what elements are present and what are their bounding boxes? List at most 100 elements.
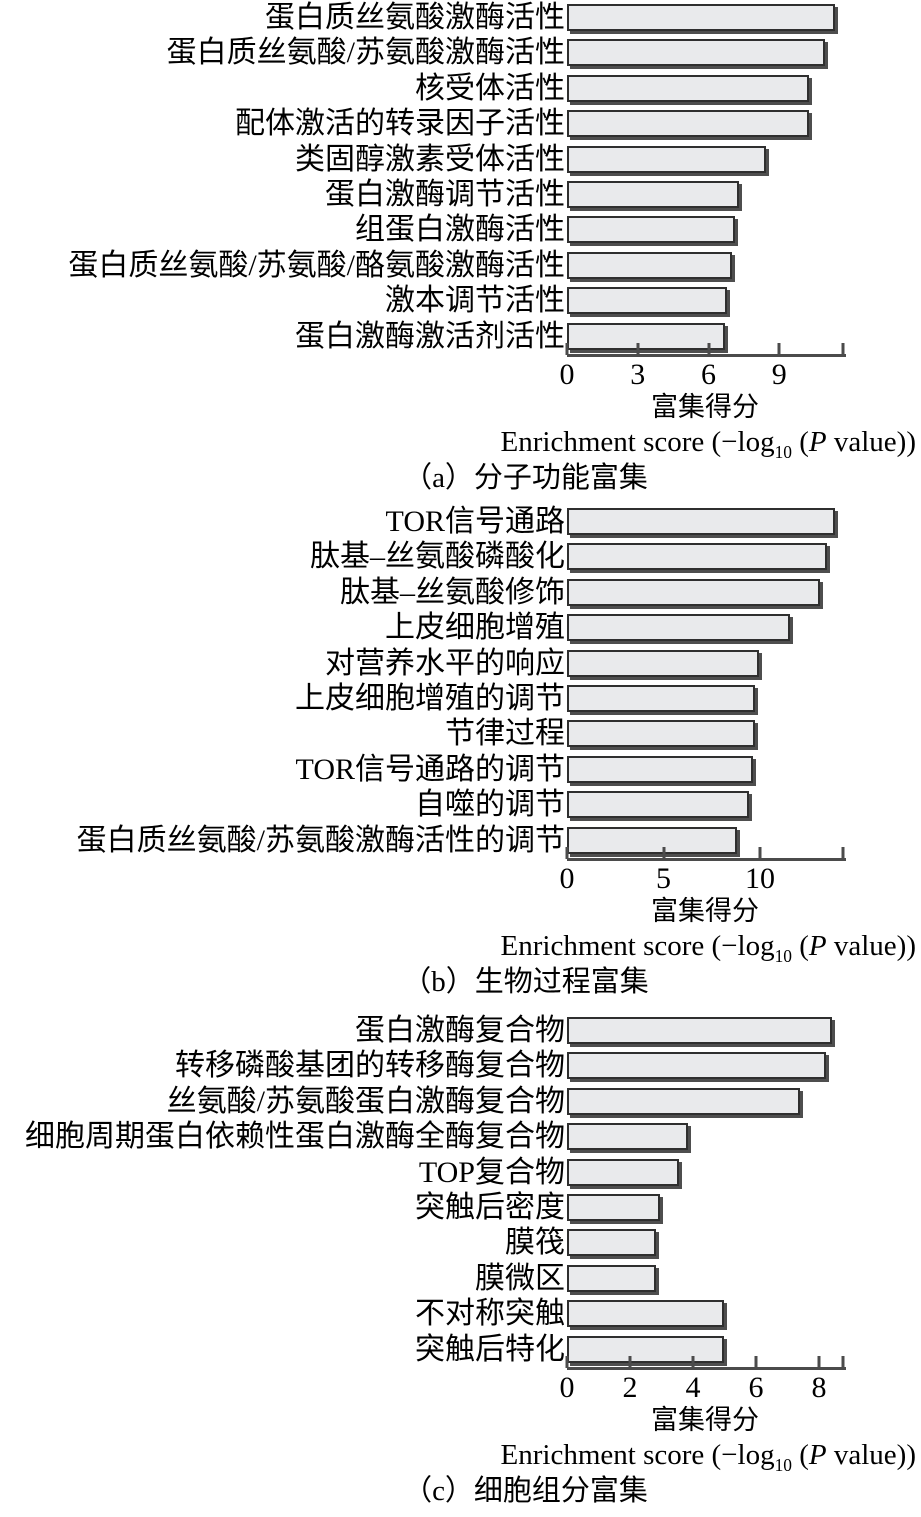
x-axis-title-en-text: (	[791, 930, 809, 962]
bar-track	[567, 35, 847, 70]
bar-row: 膜筏	[0, 1225, 921, 1260]
bar	[567, 4, 836, 31]
x-tick-labels: 0 3 6 9	[560, 358, 843, 392]
bar-track	[567, 319, 847, 354]
bar-row: 上皮细胞增殖	[0, 610, 921, 645]
axis-tick	[565, 847, 569, 859]
axis-tick	[636, 343, 640, 355]
bar	[567, 216, 735, 244]
bar-track	[567, 610, 847, 645]
category-label: 膜筏	[505, 1226, 565, 1260]
x-tick-labels: 0 5 10	[560, 862, 843, 896]
bar-row: 丝氨酸/苏氨酸蛋白激酶复合物	[0, 1084, 921, 1119]
bar-row: 膜微区	[0, 1261, 921, 1296]
bar-row: 蛋白激酶激活剂活性	[0, 319, 921, 354]
axis-tick	[662, 847, 665, 859]
x-axis	[565, 847, 846, 861]
category-label: 蛋白激酶激活剂活性	[295, 319, 565, 353]
category-label: 细胞周期蛋白依赖性蛋白激酶全酶复合物	[25, 1120, 565, 1154]
bar-row: 蛋白质丝氨酸/苏氨酸激酶活性	[0, 35, 921, 70]
x-axis-title-en-text: Enrichment score (−log	[500, 1439, 775, 1471]
bar-row: 不对称突触	[0, 1296, 921, 1331]
bar-row: 突触后密度	[0, 1190, 921, 1225]
bar-track	[567, 716, 847, 751]
chart-c-cellular-component: 蛋白激酶复合物 转移磷酸基团的转移酶复合物 丝氨酸/苏氨酸蛋白激酶复合物 细胞周…	[0, 1013, 921, 1513]
bar-track	[567, 1332, 847, 1367]
x-axis	[565, 1356, 846, 1370]
bar	[567, 180, 740, 208]
bar-track	[567, 212, 847, 247]
bar-row: 上皮细胞增殖的调节	[0, 681, 921, 716]
axis-tick	[565, 343, 569, 355]
log-subscript: 10	[774, 1454, 792, 1475]
bar	[567, 1052, 826, 1080]
bar-track	[567, 1013, 847, 1048]
category-label: 组蛋白激酶活性	[355, 213, 565, 247]
bar-track	[567, 1048, 847, 1083]
category-label: 不对称突触	[415, 1297, 565, 1331]
bar	[567, 287, 728, 315]
bar	[567, 649, 759, 677]
category-label: 蛋白质丝氨酸/苏氨酸激酶活性的调节	[76, 823, 565, 857]
category-label: 突触后密度	[415, 1190, 565, 1224]
category-label: 突触后特化	[415, 1332, 565, 1366]
bar-track	[567, 787, 847, 822]
bar-track	[567, 283, 847, 318]
category-label: 肽基–丝氨酸修饰	[340, 575, 565, 609]
category-label: 对营养水平的响应	[325, 646, 565, 680]
bar	[567, 684, 755, 712]
category-label: 蛋白质丝氨酸/苏氨酸激酶活性	[166, 36, 565, 70]
bar-track	[567, 1225, 847, 1260]
bar	[567, 251, 733, 279]
bar-row: 肽基–丝氨酸修饰	[0, 575, 921, 610]
category-label: 蛋白激酶调节活性	[325, 177, 565, 211]
x-axis-title-en-text: value))	[826, 1439, 916, 1471]
axis-tick-label: 0	[559, 862, 575, 895]
bar	[567, 1300, 724, 1328]
bar-track	[567, 539, 847, 574]
bar	[567, 110, 809, 138]
bar-track	[567, 248, 847, 283]
bar-track	[567, 71, 847, 106]
x-axis-title-en: Enrichment score (−log10 (P value))	[0, 426, 916, 469]
category-label: 上皮细胞增殖	[385, 611, 565, 645]
chart-caption: （b）生物过程富集	[402, 966, 649, 998]
category-label: 自噬的调节	[415, 788, 565, 822]
axis-tick-label: 0	[559, 1371, 575, 1404]
category-label: 丝氨酸/苏氨酸蛋白激酶复合物	[166, 1084, 565, 1118]
bar	[567, 322, 725, 350]
bar-row: TOP复合物	[0, 1155, 921, 1190]
bar	[567, 543, 828, 571]
bar-rows: 蛋白质丝氨酸激酶活性 蛋白质丝氨酸/苏氨酸激酶活性 核受体活性 配体激活的转录因…	[0, 0, 921, 354]
bar-track	[567, 0, 847, 35]
chart-b-biological-process: TOR信号通路 肽基–丝氨酸磷酸化 肽基–丝氨酸修饰 上皮细胞增殖 对营养水平的…	[0, 504, 921, 1004]
category-label: TOR信号通路	[385, 505, 565, 538]
bar-row: 组蛋白激酶活性	[0, 212, 921, 247]
category-label: 肽基–丝氨酸磷酸化	[310, 540, 565, 574]
x-axis-line	[567, 858, 846, 861]
category-label: TOR信号通路的调节	[295, 752, 565, 786]
bar-row: 类固醇激素受体活性	[0, 142, 921, 177]
bar	[567, 145, 766, 173]
bar	[567, 614, 791, 642]
x-axis-title-zh: 富集得分	[651, 1405, 759, 1435]
p-variable: P	[808, 426, 827, 458]
x-axis-title-en-text: (	[791, 1439, 809, 1471]
bar-row: 蛋白激酶复合物	[0, 1013, 921, 1048]
axis-tick-label: 8	[811, 1371, 827, 1404]
bar-track	[567, 1084, 847, 1119]
bar-row: 配体激活的转录因子活性	[0, 106, 921, 141]
axis-tick	[841, 847, 845, 859]
bar-row: 蛋白质丝氨酸激酶活性	[0, 0, 921, 35]
axis-tick	[628, 1356, 632, 1368]
bar	[567, 1229, 657, 1257]
category-label: 膜微区	[475, 1261, 565, 1295]
x-axis	[565, 343, 846, 357]
bar-track	[567, 681, 847, 716]
chart-caption: （a）分子功能富集	[403, 462, 648, 494]
x-axis-line	[567, 1367, 846, 1370]
x-axis-title-en: Enrichment score (−log10 (P value))	[0, 930, 916, 973]
axis-tick	[691, 1356, 695, 1368]
bar	[567, 720, 755, 748]
